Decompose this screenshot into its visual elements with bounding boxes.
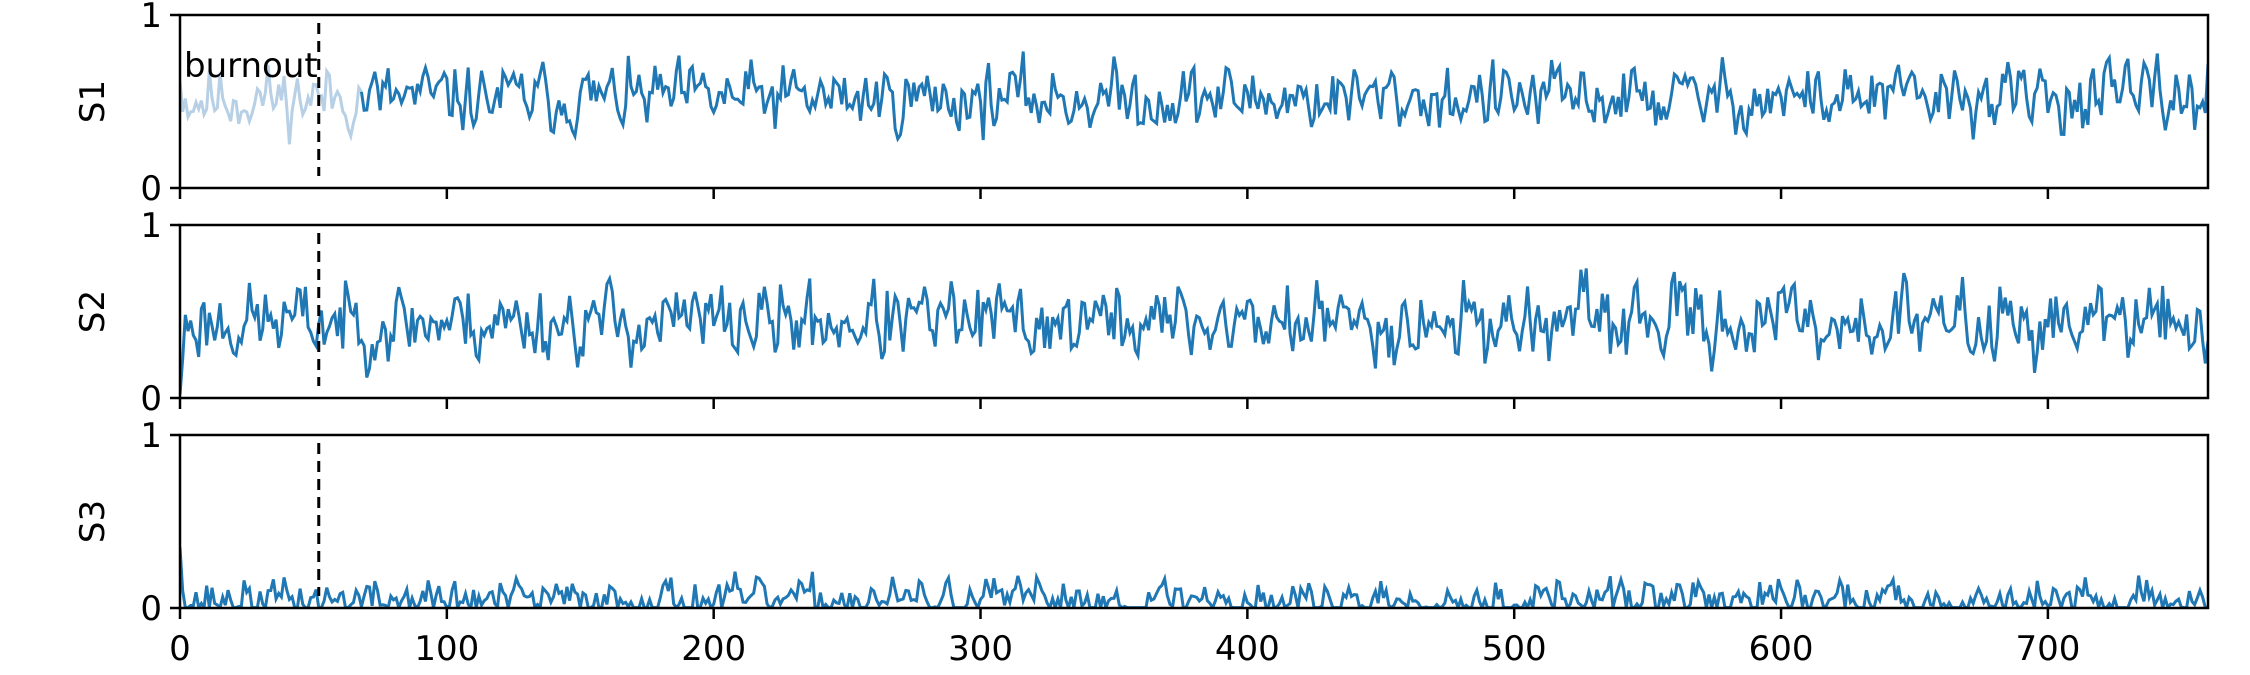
panel-s1: 0 1 S1 burnout xyxy=(73,0,2210,209)
y-tick-label: 1 xyxy=(140,0,162,36)
y-axis-label: S3 xyxy=(73,500,113,543)
x-tick-label: 600 xyxy=(1749,629,1814,669)
panel-s2: 0 1 S2 xyxy=(73,206,2210,419)
y-tick-label: 0 xyxy=(140,169,162,209)
trace-line xyxy=(180,268,2208,395)
axes-frame xyxy=(178,223,2210,400)
burnout-annotation: burnout xyxy=(184,46,318,86)
x-tick-label: 100 xyxy=(414,629,479,669)
axes-frame xyxy=(178,433,2210,610)
x-tick-label: 500 xyxy=(1482,629,1547,669)
x-tick-label: 300 xyxy=(948,629,1013,669)
trace-line xyxy=(180,547,2208,608)
panel-s3: 0 1 0 100 200 300 400 500 600 700 S3 xyxy=(73,416,2210,669)
y-axis-label: S1 xyxy=(73,80,113,123)
y-tick-label: 0 xyxy=(140,379,162,419)
y-tick-label: 1 xyxy=(140,206,162,246)
burnin-trace-line xyxy=(180,64,363,145)
trace-line xyxy=(359,51,2208,143)
x-tick-label: 0 xyxy=(169,629,191,669)
y-tick-label: 0 xyxy=(140,589,162,629)
axes-frame xyxy=(178,13,2210,190)
y-axis-label: S2 xyxy=(73,290,113,333)
x-tick-label: 200 xyxy=(681,629,746,669)
x-tick-label: 700 xyxy=(2015,629,2080,669)
x-tick-label: 400 xyxy=(1215,629,1280,669)
y-tick-label: 1 xyxy=(140,416,162,456)
